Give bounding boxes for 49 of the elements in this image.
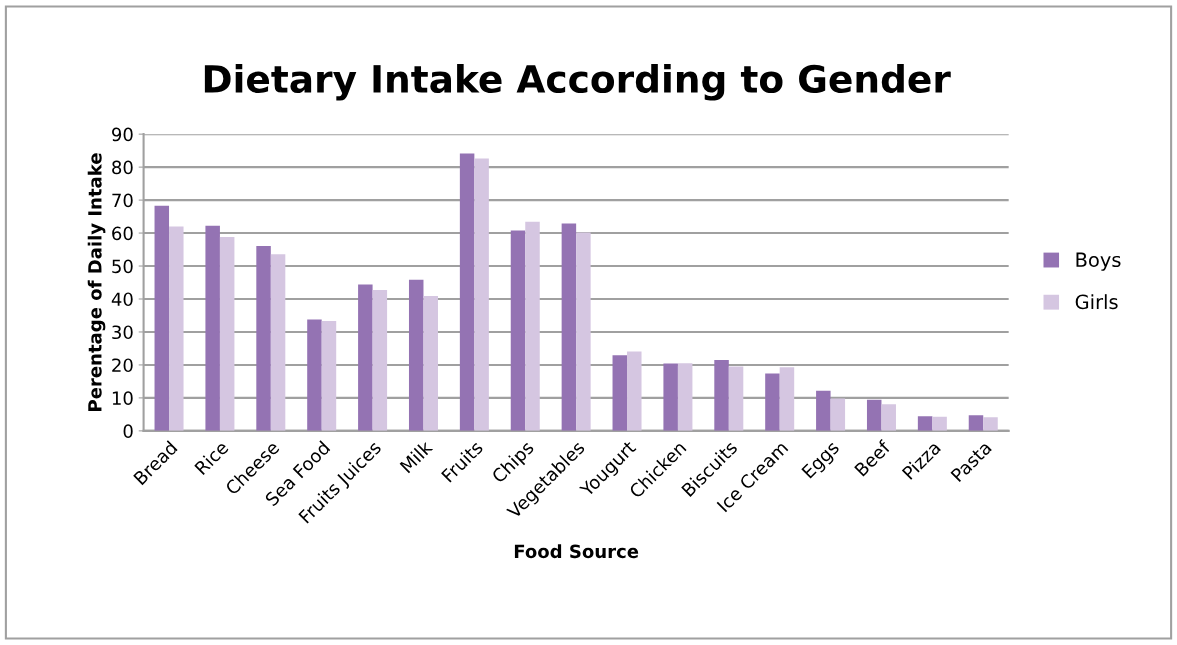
bar — [765, 373, 780, 431]
bar — [983, 417, 998, 431]
bar — [677, 363, 693, 431]
legend-label: Girls — [1075, 294, 1118, 310]
y-tick-label: 40 — [111, 292, 133, 307]
bar — [408, 279, 424, 431]
y-tick-label: 80 — [112, 160, 133, 175]
y-tick-label: 60 — [112, 226, 133, 241]
bar — [714, 359, 729, 431]
y-tick-label: 0 — [123, 424, 133, 438]
bar — [816, 390, 831, 431]
legend-label: Boys — [1076, 252, 1121, 271]
bar — [358, 284, 373, 431]
bar — [663, 363, 678, 431]
bar — [866, 399, 882, 431]
bar — [576, 232, 591, 431]
y-tick-label: 70 — [112, 193, 133, 208]
bar — [459, 153, 475, 431]
bar — [968, 415, 984, 431]
bar — [307, 319, 322, 431]
bar — [256, 245, 271, 431]
bar — [270, 254, 286, 431]
bar — [779, 367, 795, 431]
bar — [612, 355, 628, 431]
bar — [372, 290, 388, 431]
bar — [321, 321, 337, 431]
y-tick-label: 50 — [112, 259, 133, 274]
chart-title: Dietary Intake According to Gender — [204, 64, 951, 101]
bar — [881, 404, 896, 431]
bar — [728, 366, 744, 431]
y-tick-label: 10 — [112, 391, 133, 406]
bar — [627, 351, 642, 431]
y-tick-label: 90 — [112, 127, 133, 142]
bar — [525, 221, 540, 431]
bar — [932, 416, 947, 431]
y-axis-title: Perentage of Daily Intake — [87, 153, 106, 411]
x-axis-title: Food Source — [514, 544, 639, 559]
bar — [830, 398, 846, 431]
bar — [561, 223, 577, 431]
bar — [219, 237, 235, 431]
y-tick-label: 20 — [112, 358, 133, 373]
bar — [917, 416, 933, 431]
bar — [474, 158, 489, 431]
bar — [510, 230, 526, 431]
bar — [423, 296, 438, 431]
bar — [169, 226, 184, 431]
y-tick-label: 30 — [112, 325, 133, 340]
bar — [205, 225, 220, 431]
bar — [154, 205, 170, 431]
